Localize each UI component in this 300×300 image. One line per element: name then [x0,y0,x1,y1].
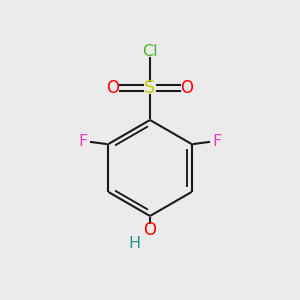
Text: O: O [143,221,157,239]
Text: Cl: Cl [142,44,158,59]
Text: H: H [128,236,140,251]
Text: O: O [106,79,119,97]
Text: S: S [144,79,156,97]
Text: F: F [78,134,88,149]
Text: O: O [181,79,194,97]
Text: F: F [212,134,222,149]
